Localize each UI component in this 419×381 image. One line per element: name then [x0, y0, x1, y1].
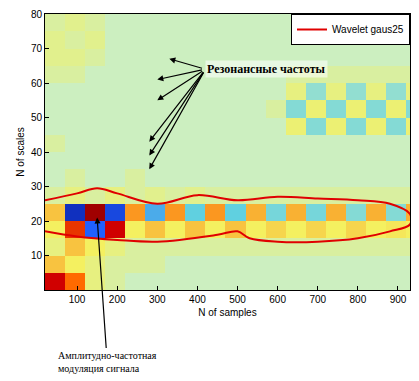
svg-text:20: 20 [31, 216, 43, 227]
svg-text:600: 600 [269, 294, 286, 305]
svg-text:100: 100 [69, 294, 86, 305]
svg-text:80: 80 [31, 9, 43, 20]
svg-text:900: 900 [390, 294, 407, 305]
svg-text:40: 40 [31, 147, 43, 158]
svg-text:700: 700 [309, 294, 326, 305]
svg-text:200: 200 [109, 294, 126, 305]
svg-text:Wavelet gaus25: Wavelet gaus25 [332, 24, 404, 35]
svg-text:800: 800 [350, 294, 367, 305]
svg-text:500: 500 [229, 294, 246, 305]
svg-text:60: 60 [31, 78, 43, 89]
svg-text:Амплитудно-частотнаямодуляция: Амплитудно-частотнаямодуляция сигнала [58, 350, 157, 374]
svg-text:10: 10 [31, 250, 43, 261]
svg-text:Резонансные частоты: Резонансные частоты [207, 62, 326, 76]
svg-text:70: 70 [31, 43, 43, 54]
svg-text:300: 300 [149, 294, 166, 305]
svg-text:50: 50 [31, 112, 43, 123]
svg-text:N of samples: N of samples [198, 307, 256, 318]
svg-text:30: 30 [31, 181, 43, 192]
svg-text:400: 400 [189, 294, 206, 305]
svg-text:N of scales: N of scales [15, 127, 26, 176]
